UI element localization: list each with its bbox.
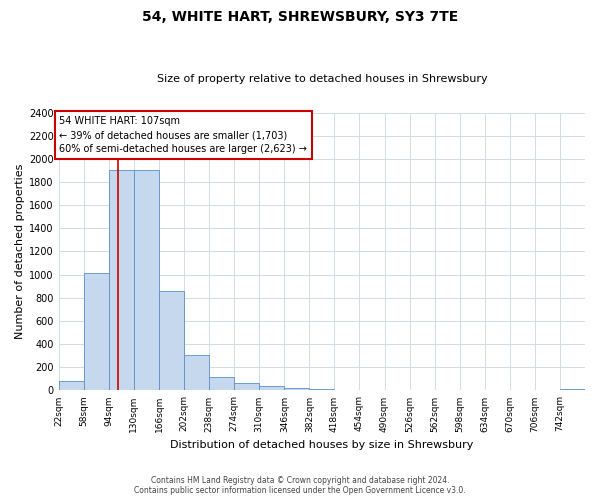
Text: 54, WHITE HART, SHREWSBURY, SY3 7TE: 54, WHITE HART, SHREWSBURY, SY3 7TE xyxy=(142,10,458,24)
Text: 54 WHITE HART: 107sqm
← 39% of detached houses are smaller (1,703)
60% of semi-d: 54 WHITE HART: 107sqm ← 39% of detached … xyxy=(59,116,307,154)
Bar xyxy=(234,384,259,390)
Bar xyxy=(59,381,84,390)
Text: Contains HM Land Registry data © Crown copyright and database right 2024.
Contai: Contains HM Land Registry data © Crown c… xyxy=(134,476,466,495)
Bar xyxy=(259,386,284,390)
Bar xyxy=(310,389,334,390)
Bar xyxy=(134,170,159,390)
Bar xyxy=(159,291,184,390)
Bar xyxy=(209,376,234,390)
Bar xyxy=(109,170,134,390)
Y-axis label: Number of detached properties: Number of detached properties xyxy=(15,164,25,339)
Bar xyxy=(84,274,109,390)
X-axis label: Distribution of detached houses by size in Shrewsbury: Distribution of detached houses by size … xyxy=(170,440,473,450)
Bar xyxy=(184,354,209,390)
Bar xyxy=(560,388,585,390)
Title: Size of property relative to detached houses in Shrewsbury: Size of property relative to detached ho… xyxy=(157,74,487,84)
Bar xyxy=(284,388,310,390)
